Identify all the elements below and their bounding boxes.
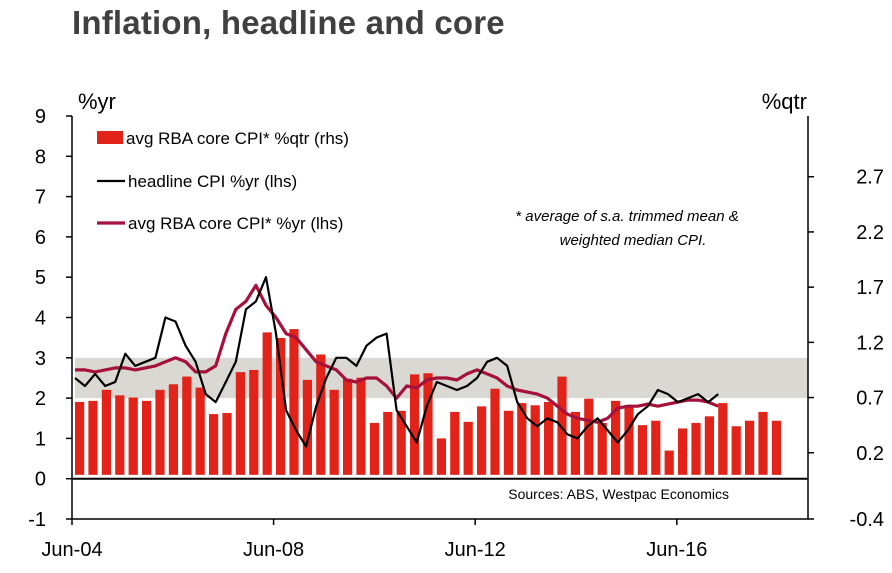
left-tick-label: 5 [35, 267, 46, 289]
left-tick-label: 8 [35, 146, 46, 168]
bar-core-qtr [463, 421, 473, 475]
bar-core-qtr [302, 379, 312, 475]
bar-core-qtr [329, 389, 339, 475]
bar-core-qtr [356, 377, 366, 475]
bar-core-qtr [584, 398, 594, 475]
bar-core-qtr [570, 411, 580, 475]
left-tick-label: 7 [35, 187, 46, 209]
bar-core-qtr [423, 373, 433, 475]
bar-core-qtr [75, 401, 85, 475]
bar-core-qtr [222, 413, 232, 475]
left-tick-label: 0 [35, 469, 46, 491]
right-tick-label: 2.2 [856, 222, 884, 244]
x-tick-label: Jun-04 [41, 539, 102, 561]
bar-core-qtr [195, 387, 205, 475]
bar-core-qtr [182, 376, 192, 475]
core-yr-line [75, 283, 719, 424]
bar-core-qtr [369, 422, 379, 475]
legend-headline: headline CPI %yr (lhs) [128, 172, 297, 191]
bar-core-qtr [168, 384, 178, 475]
bar-core-qtr [611, 400, 621, 475]
bar-core-qtr [316, 354, 326, 475]
bar-core-qtr [544, 401, 554, 475]
right-tick-label: 0.2 [856, 443, 884, 465]
bar-core-qtr [101, 389, 111, 475]
bar-core-qtr [771, 420, 781, 475]
bar-core-qtr [731, 426, 741, 475]
left-tick-label: 3 [35, 348, 46, 370]
bar-core-qtr [450, 411, 460, 475]
legend-swatch-core-qtr [97, 131, 123, 144]
bar-core-qtr [88, 400, 98, 475]
x-axis-ticks: Jun-04 Jun-08 Jun-12 Jun-16 [41, 519, 707, 561]
bar-core-qtr [597, 422, 607, 475]
bar-core-qtr [209, 414, 219, 475]
bar-core-qtr [155, 389, 165, 475]
left-tick-label: 6 [35, 227, 46, 249]
left-tick-label: 9 [35, 106, 46, 128]
left-axis-ticks: -1 0 1 2 3 4 5 6 7 8 9 [28, 106, 72, 531]
bar-core-qtr [410, 374, 420, 475]
right-tick-label: -0.4 [850, 509, 884, 531]
bar-core-qtr [115, 395, 125, 475]
bar-core-qtr [477, 406, 487, 475]
right-axis-unit: %qtr [762, 89, 807, 114]
bar-core-qtr [383, 411, 393, 475]
bar-core-qtr [343, 378, 353, 475]
bar-core-qtr [249, 369, 259, 475]
left-axis-unit: %yr [78, 89, 116, 114]
source-note: Sources: ABS, Westpac Economics [508, 486, 729, 502]
headline-yr-line [74, 276, 719, 448]
bar-core-qtr [758, 411, 768, 475]
bar-core-qtr [276, 337, 286, 475]
core-qtr-bars [75, 329, 781, 475]
chart-note-line1: * average of s.a. trimmed mean & [515, 208, 738, 225]
legend-core-yr: avg RBA core CPI* %yr (lhs) [128, 214, 343, 233]
right-tick-label: 2.7 [856, 167, 884, 189]
right-tick-label: 0.7 [856, 388, 884, 410]
bar-core-qtr [557, 376, 567, 475]
legend: avg RBA core CPI* %qtr (rhs) headline CP… [97, 129, 349, 233]
bar-core-qtr [262, 332, 272, 475]
left-tick-label: 2 [35, 388, 46, 410]
bar-core-qtr [651, 420, 661, 475]
bar-core-qtr [664, 450, 674, 475]
left-tick-label: -1 [28, 509, 46, 531]
bar-core-qtr [678, 428, 688, 475]
bar-core-qtr [517, 403, 527, 475]
chart-note-line2: weighted median CPI. [560, 232, 707, 249]
left-tick-label: 1 [35, 428, 46, 450]
bar-core-qtr [436, 438, 446, 475]
legend-core-qtr: avg RBA core CPI* %qtr (rhs) [126, 129, 349, 148]
bar-core-qtr [745, 420, 755, 475]
left-tick-label: 4 [35, 308, 46, 330]
right-tick-label: 1.7 [856, 277, 884, 299]
x-tick-label: Jun-12 [445, 539, 506, 561]
bar-core-qtr [142, 400, 152, 475]
bar-core-qtr [128, 397, 138, 475]
bar-core-qtr [530, 405, 540, 475]
bar-core-qtr [718, 403, 728, 475]
bar-core-qtr [503, 410, 513, 475]
bar-core-qtr [637, 425, 647, 475]
bar-core-qtr [289, 329, 299, 475]
bar-core-qtr [396, 410, 406, 475]
bar-core-qtr [704, 416, 714, 475]
bar-core-qtr [235, 372, 245, 475]
bar-core-qtr [490, 388, 500, 475]
bar-core-qtr [691, 422, 701, 475]
x-tick-label: Jun-08 [243, 539, 304, 561]
right-axis-ticks: -0.4 0.2 0.7 1.2 1.7 2.2 2.7 [808, 167, 884, 531]
bar-core-qtr [624, 405, 634, 475]
x-tick-label: Jun-16 [646, 539, 707, 561]
right-tick-label: 1.2 [856, 332, 884, 354]
chart-title: Inflation, headline and core [72, 4, 505, 41]
